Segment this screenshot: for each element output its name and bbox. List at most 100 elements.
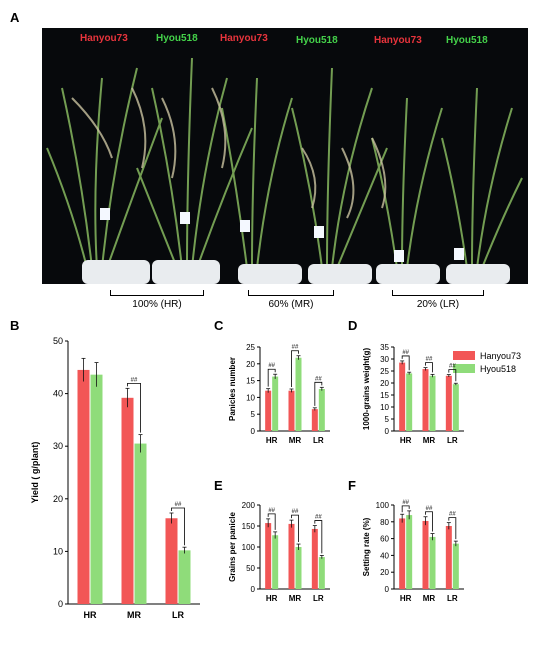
y-tick-label-d: 20 — [380, 379, 389, 388]
y-tick-label-f: 60 — [380, 535, 389, 544]
plant-tags — [100, 208, 464, 262]
bar-c-lr-hyou518 — [318, 389, 325, 431]
chart-grains-per-panicle: 0 50 100 150 200 Grains per panicle HR MR LR ## ##… — [228, 501, 330, 603]
significance-label-f: ## — [426, 506, 433, 512]
bar-d-lr-hanyou73 — [445, 375, 452, 431]
bar-d-mr-hyou518 — [429, 375, 436, 431]
y-tick-label-e: 200 — [242, 501, 256, 510]
significance-bracket-f — [425, 511, 433, 532]
y-tick-label-e: 50 — [246, 564, 255, 573]
y-tick-label-d: 0 — [385, 427, 390, 436]
y-tick-label-c: 15 — [246, 377, 255, 386]
y-tick-label-b: 20 — [53, 494, 63, 504]
x-tick-label-b: HR — [84, 610, 97, 620]
bar-c-hr-hanyou73 — [265, 390, 272, 431]
y-tick-label-d: 30 — [380, 355, 389, 364]
chart-grain-weight: 0 5 10 15 20 25 30 35 1000-grains weight(g) HR MR L… — [362, 343, 464, 445]
x-tick-label-e: LR — [313, 594, 324, 603]
plant-label-hanyou73-mr: Hanyou73 — [220, 33, 268, 44]
bar-f-lr-hanyou73 — [445, 526, 452, 589]
x-tick-label-c: LR — [313, 436, 324, 445]
bar-e-mr-hanyou73 — [288, 523, 295, 589]
treatment-bracket-lr — [392, 290, 484, 296]
chart-yield: 0 10 20 30 40 50 Yield ( g/plant) HR MR LR ## ## — [30, 336, 200, 620]
bar-b-hr-hanyou73 — [77, 369, 90, 604]
y-tick-label-e: 0 — [251, 585, 256, 594]
bar-e-lr-hanyou73 — [311, 528, 318, 589]
bar-b-lr-hyou518 — [178, 550, 191, 604]
legend-label-hanyou73: Hanyou73 — [480, 350, 522, 361]
significance-bracket-c — [314, 381, 323, 406]
y-tick-label-c: 5 — [251, 410, 256, 419]
y-tick-label-f: 100 — [376, 501, 390, 510]
x-tick-label-e: HR — [266, 594, 278, 603]
significance-bracket-d — [401, 355, 410, 371]
x-tick-label-c: HR — [266, 436, 278, 445]
significance-label-c: ## — [268, 363, 275, 369]
x-tick-label-f: LR — [447, 594, 458, 603]
significance-bracket-d — [448, 369, 457, 382]
significance-label-e: ## — [292, 509, 299, 515]
significance-bracket-e — [291, 514, 299, 543]
y-axis-label-e: Grains per panicle — [228, 512, 237, 582]
legend: Hanyou73 Hyou518 — [453, 349, 521, 375]
x-tick-label-d: MR — [423, 436, 436, 445]
significance-label-e: ## — [268, 508, 275, 514]
plant-foliage — [46, 57, 523, 269]
significance-label-b: ## — [175, 502, 182, 508]
bar-b-hr-hyou518 — [90, 374, 103, 604]
x-tick-label-d: HR — [400, 436, 412, 445]
bar-e-hr-hanyou73 — [265, 523, 272, 589]
x-tick-label-e: MR — [289, 594, 302, 603]
y-tick-label-d: 35 — [380, 343, 389, 352]
y-tick-label-c: 10 — [246, 393, 255, 402]
x-tick-label-b: LR — [172, 610, 184, 620]
y-tick-label-c: 20 — [246, 360, 255, 369]
significance-bracket-c — [291, 350, 299, 387]
y-tick-label-e: 150 — [242, 522, 256, 531]
significance-label-f: ## — [449, 512, 456, 518]
x-tick-label-f: MR — [423, 594, 436, 603]
bar-b-lr-hanyou73 — [165, 518, 178, 604]
significance-bracket-d — [425, 362, 433, 373]
y-tick-label-b: 30 — [53, 441, 63, 451]
significance-label-e: ## — [315, 515, 322, 521]
y-tick-label-d: 10 — [380, 403, 389, 412]
significance-bracket-c — [267, 368, 276, 387]
x-tick-label-f: HR — [400, 594, 412, 603]
bar-f-lr-hyou518 — [452, 543, 459, 589]
bar-f-mr-hyou518 — [429, 536, 436, 589]
treatment-bracket-mr — [248, 290, 334, 296]
y-tick-label-b: 10 — [53, 546, 63, 556]
legend-label-hyou518: Hyou518 — [480, 363, 517, 374]
bar-d-lr-hyou518 — [452, 384, 459, 431]
x-tick-label-d: LR — [447, 436, 458, 445]
panel-letter-c: C — [214, 318, 224, 333]
panel-letter-d: D — [348, 318, 358, 333]
plant-photo-illustration — [42, 28, 528, 284]
chart-setting-rate: 0 20 40 60 80 100 Setting rate (%) HR MR LR ## ## ## — [362, 500, 464, 603]
treatment-label-lr: 20% (LR) — [416, 299, 460, 310]
legend-item-hanyou73: Hanyou73 — [453, 349, 521, 362]
y-tick-label-e: 100 — [242, 543, 256, 552]
panel-letter-f: F — [348, 478, 356, 493]
plant-label-hanyou73-lr: Hanyou73 — [374, 35, 422, 46]
panel-letter-a: A — [10, 10, 20, 25]
y-tick-label-f: 20 — [380, 568, 389, 577]
y-tick-label-f: 0 — [385, 585, 390, 594]
y-axis-label-f: Setting rate (%) — [362, 517, 371, 576]
y-tick-label-f: 40 — [380, 551, 389, 560]
bar-d-hr-hanyou73 — [399, 362, 406, 431]
bar-f-mr-hanyou73 — [422, 520, 429, 589]
rice-panicles — [71, 87, 387, 219]
bar-f-hr-hanyou73 — [399, 518, 406, 589]
treatment-label-hr: 100% (HR) — [132, 299, 182, 310]
legend-swatch-hanyou73 — [453, 351, 475, 360]
y-tick-label-b: 0 — [58, 599, 63, 609]
bar-f-hr-hyou518 — [406, 515, 413, 589]
bar-c-lr-hanyou73 — [311, 409, 318, 431]
significance-label-d: ## — [426, 357, 433, 363]
plant-label-hyou518-lr: Hyou518 — [446, 35, 488, 46]
panel-letter-e: E — [214, 478, 223, 493]
significance-bracket-b — [171, 507, 185, 546]
